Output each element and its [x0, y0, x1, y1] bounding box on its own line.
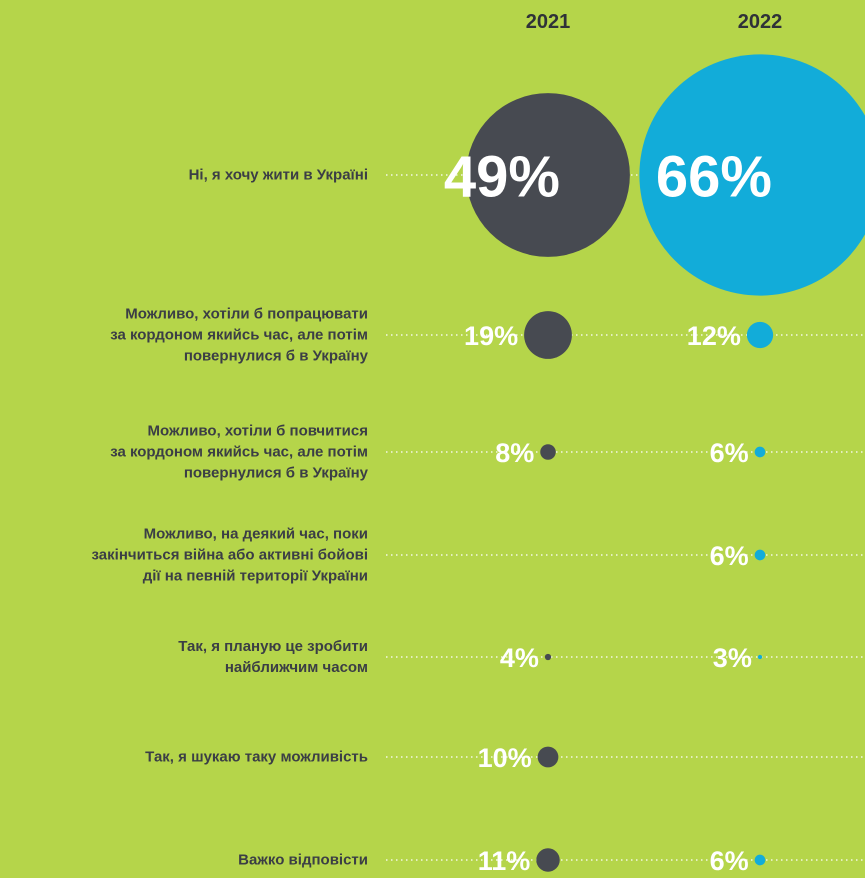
value-label: 49% — [444, 145, 560, 210]
value-label: 6% — [710, 541, 749, 571]
bubble — [540, 444, 556, 460]
value-label: 6% — [710, 438, 749, 468]
bubble — [757, 654, 763, 660]
bubble — [524, 311, 572, 359]
bubble — [544, 653, 552, 661]
category-label: Ні, я хочу жити в Україні — [188, 166, 368, 184]
value-label: 12% — [687, 321, 741, 351]
value-label: 11% — [478, 846, 531, 876]
bubble — [466, 93, 630, 257]
value-label: 6% — [710, 846, 749, 876]
bubble — [639, 54, 865, 296]
bubble — [754, 446, 766, 458]
bubble — [754, 854, 766, 866]
category-label: Можливо, хотіли б повчитися за кордоном … — [110, 422, 368, 482]
category-label: Так, я планую це зробити найближчим часо… — [178, 638, 368, 676]
bubble — [536, 848, 560, 872]
bubble — [754, 549, 766, 561]
category-label: Так, я шукаю таку можливість — [145, 748, 368, 766]
value-label: 4% — [500, 643, 539, 673]
value-label: 10% — [478, 743, 532, 773]
value-label: 19% — [464, 321, 518, 351]
value-label: 3% — [713, 643, 752, 673]
category-label: Важко відповісти — [238, 851, 368, 869]
bubble — [746, 321, 774, 349]
value-label: 8% — [495, 438, 534, 468]
category-label: Можливо, хотіли б попрацювати за кордоно… — [110, 305, 368, 365]
category-label: Можливо, на деякий час, поки закінчиться… — [91, 525, 368, 585]
bubble — [537, 746, 559, 768]
value-label: 66% — [656, 145, 772, 210]
column-header: 2022 — [738, 11, 783, 33]
column-header: 2021 — [526, 11, 571, 33]
